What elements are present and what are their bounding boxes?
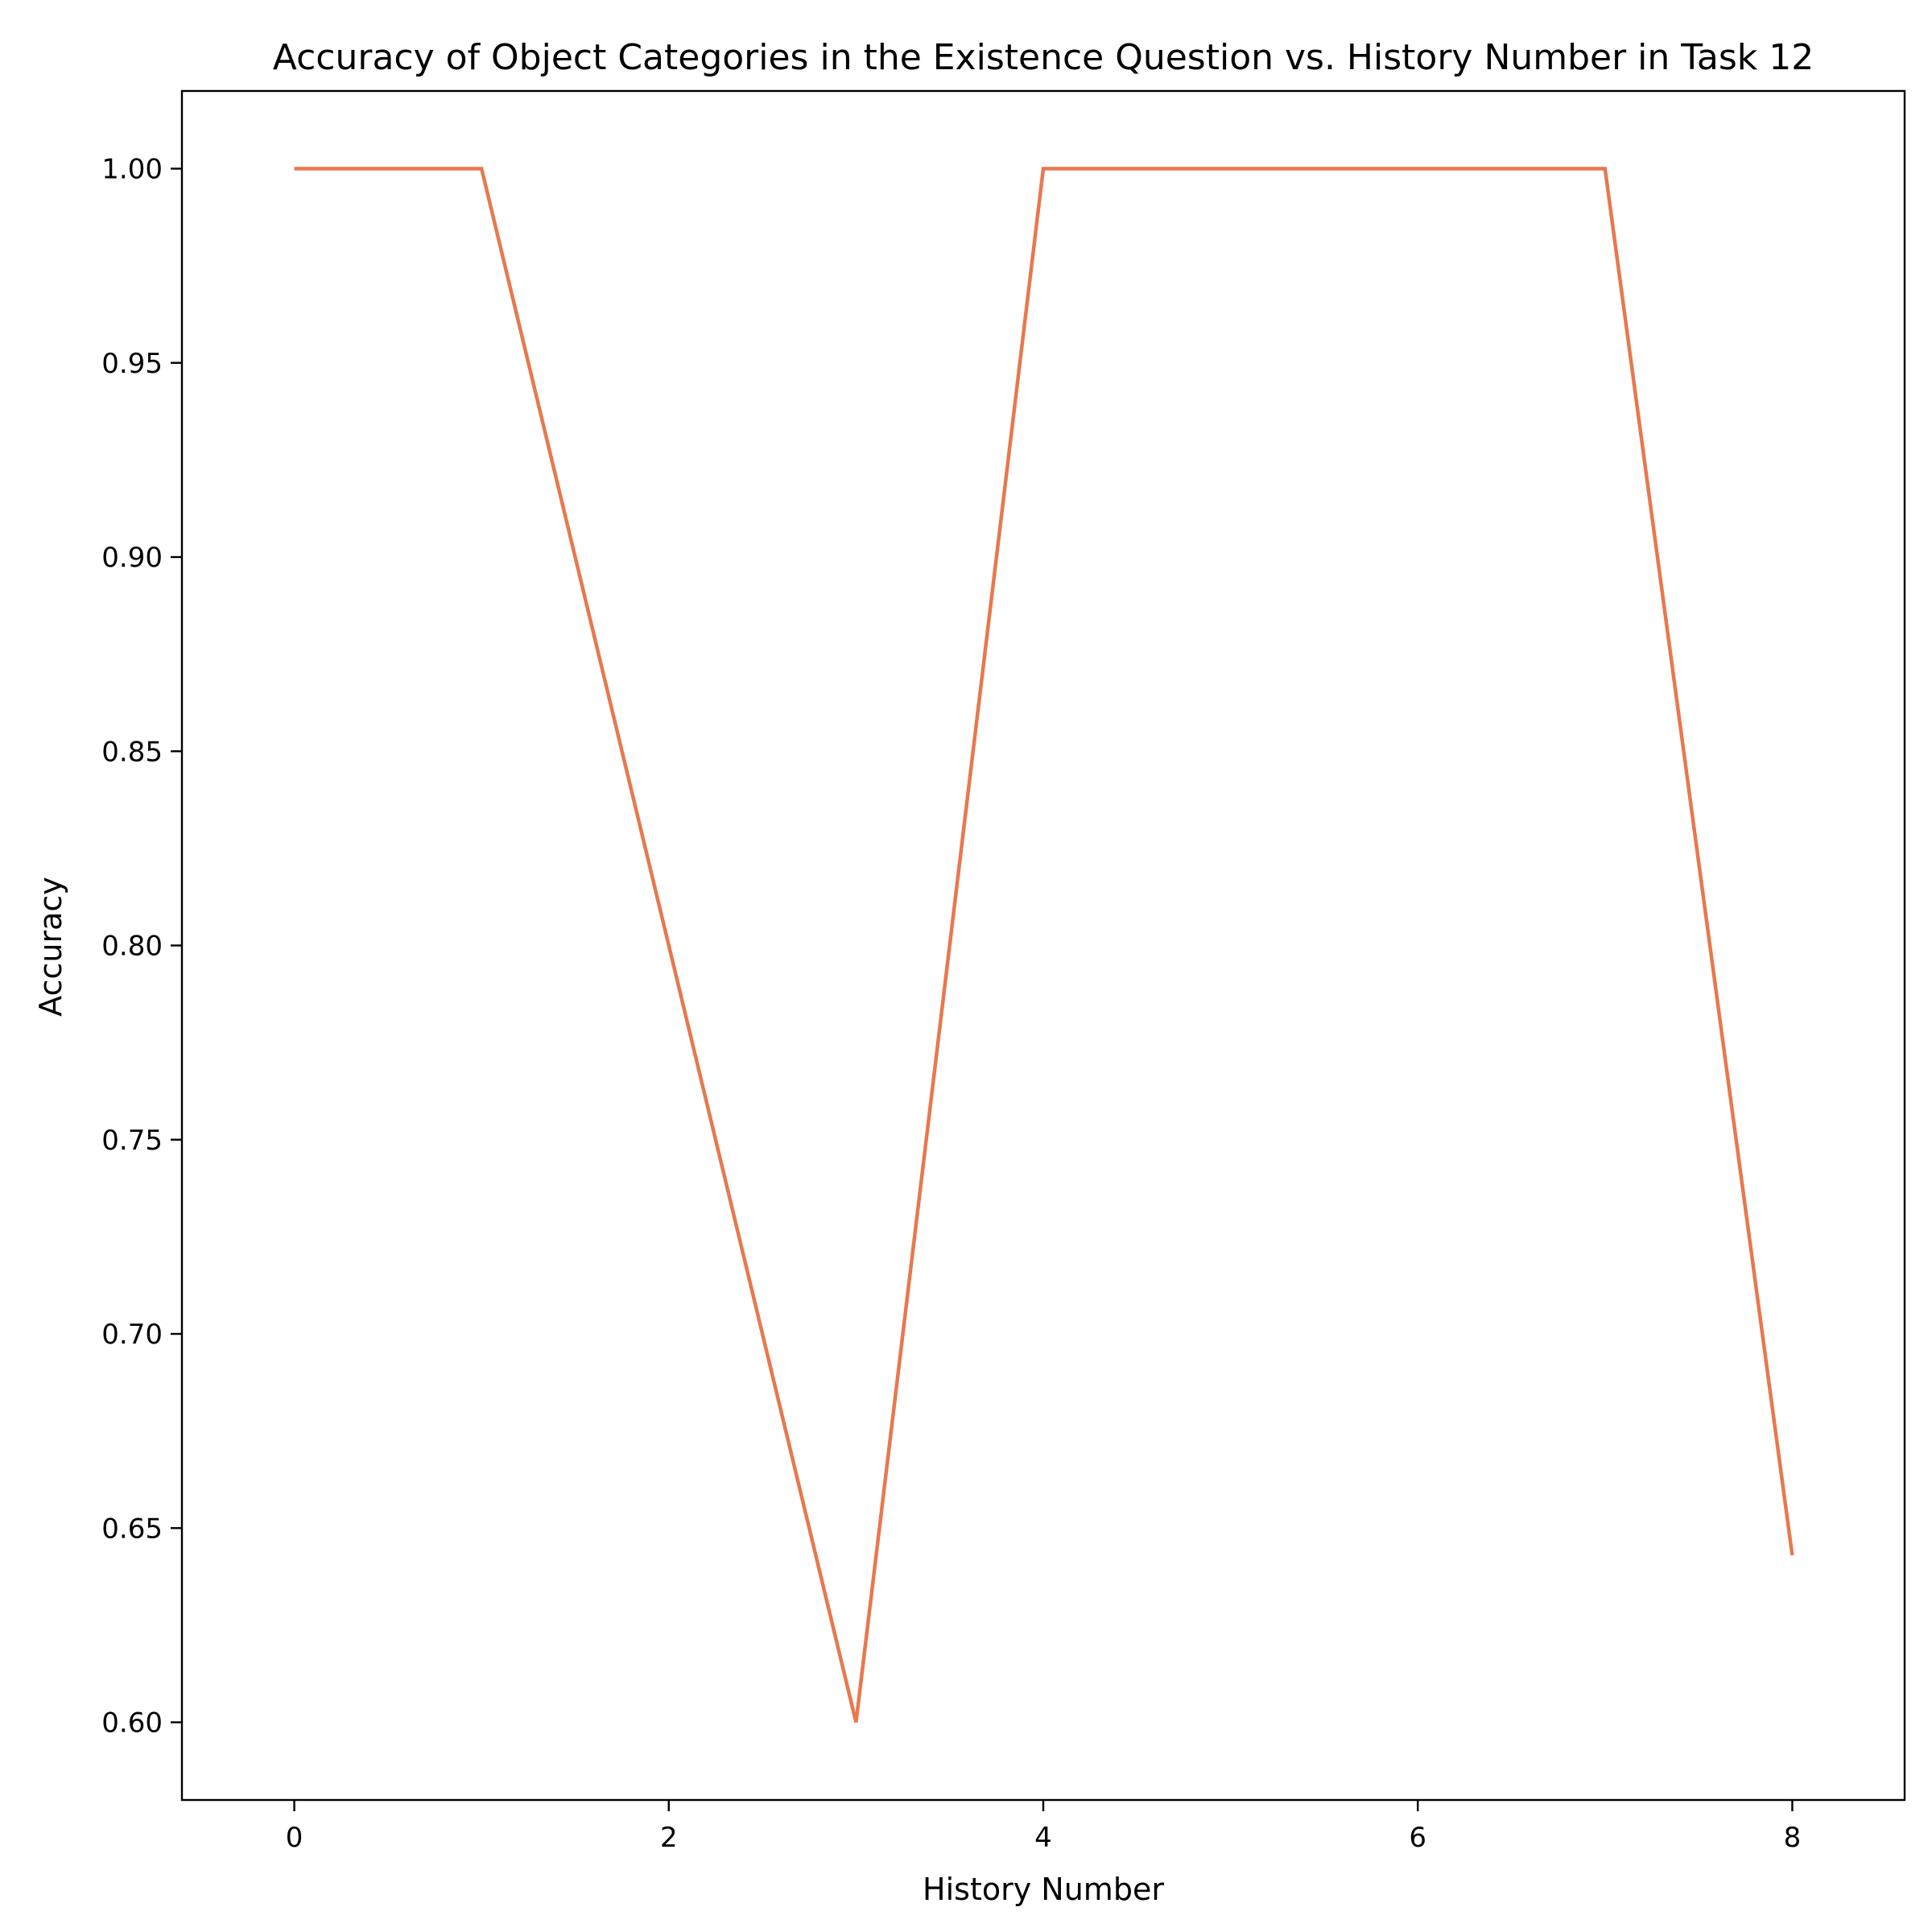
y-tick-label: 0.95 xyxy=(101,348,163,380)
y-axis-label: Accuracy xyxy=(33,877,68,1017)
y-tick-label: 0.75 xyxy=(101,1125,163,1157)
x-tick-label: 8 xyxy=(1784,1822,1802,1854)
x-axis: 0 2 4 6 8 xyxy=(286,1800,1802,1854)
y-tick-label: 0.90 xyxy=(101,542,163,574)
plot-frame xyxy=(180,89,1906,1802)
x-tick-label: 6 xyxy=(1409,1822,1426,1854)
y-tick-label: 0.65 xyxy=(101,1513,163,1545)
y-axis: 0.60 0.65 0.70 0.75 0.80 0.85 0.90 0.95 1.00 xyxy=(101,154,182,1740)
plot-area xyxy=(180,89,1906,1802)
x-tick-label: 2 xyxy=(660,1822,678,1854)
series-layer xyxy=(294,167,1794,1724)
y-tick-label: 0.60 xyxy=(101,1707,163,1740)
chart-title: Accuracy of Object Categories in the Exi… xyxy=(273,37,1814,78)
y-tick-label: 0.70 xyxy=(101,1319,163,1351)
series-line xyxy=(294,167,1794,1724)
y-tick-label: 1.00 xyxy=(101,154,163,186)
x-tick-label: 4 xyxy=(1034,1822,1052,1854)
x-axis-label: History Number xyxy=(923,1872,1164,1907)
y-tick-label: 0.85 xyxy=(101,736,163,768)
y-tick-label: 0.80 xyxy=(101,931,163,963)
x-tick-label: 0 xyxy=(286,1822,303,1854)
